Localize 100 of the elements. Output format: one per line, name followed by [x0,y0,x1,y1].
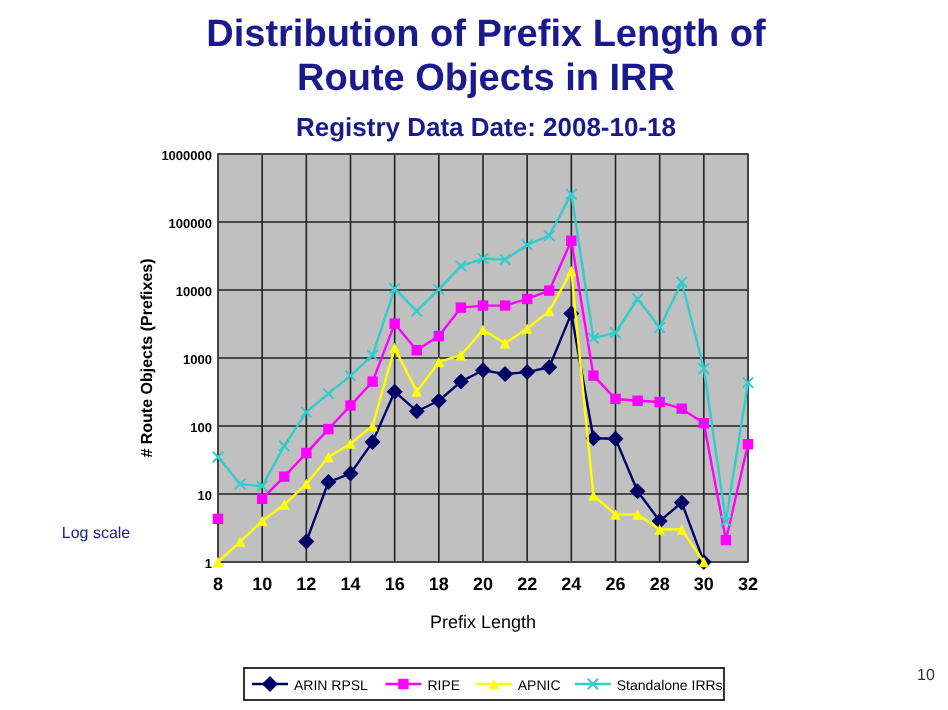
x-tick-label: 16 [384,574,405,594]
point [389,342,400,354]
point [521,323,533,334]
point [610,393,621,405]
point [455,349,467,361]
point [255,480,269,493]
point [477,300,489,311]
x-tick-label: 24 [561,574,582,594]
point [455,302,467,313]
point [408,403,425,420]
point [541,359,558,376]
point [278,439,291,453]
point [607,430,624,447]
point [588,490,599,501]
point [433,356,445,368]
point [323,451,334,463]
point [320,474,337,491]
point [475,362,491,379]
x-tick-label: 28 [649,574,670,594]
point [654,396,665,408]
point [433,330,445,342]
x-tick-label: 8 [212,574,224,594]
x-tick-label: 14 [340,574,361,594]
x-tick-label: 10 [252,574,273,594]
point [212,556,224,568]
y-axis-title: # Route Objects (Prefixes) [138,257,156,458]
text: Log scale [61,524,132,542]
point [653,321,666,334]
point [452,373,469,390]
point [301,478,312,490]
point [654,524,665,535]
point [519,364,536,381]
point [610,509,621,520]
point [430,392,447,409]
point [300,405,313,419]
x-axis-title: Prefix Length [429,612,537,632]
point [279,499,290,510]
point [676,403,687,414]
point [566,235,577,246]
x-tick-label: 20 [472,574,494,594]
point [632,509,643,520]
point [741,376,755,389]
point [345,400,356,411]
point [520,238,534,252]
point [389,318,400,329]
point [742,439,754,450]
point [673,494,690,511]
point [544,285,555,296]
point [298,533,315,550]
point [477,324,489,335]
point [499,300,511,311]
x-tick-label: 12 [296,574,317,594]
point [566,265,577,277]
text: 10 [917,666,936,684]
point [587,331,600,345]
point [697,362,711,375]
point [631,292,644,306]
point [609,326,622,339]
point [411,345,422,356]
point [364,434,381,451]
point [342,465,359,482]
point [543,229,556,242]
point [720,534,732,546]
point [212,513,224,525]
point [344,369,357,382]
point [588,370,599,381]
point [256,493,268,504]
point [211,450,225,464]
point [454,259,468,273]
x-tick-label: 30 [693,574,714,594]
point [499,338,511,349]
chart-title: Distribution of Prefix Length of Route Objects in IRR [206,14,768,100]
point [676,524,687,535]
point [632,395,643,406]
x-tick-label: 18 [428,574,449,594]
point [411,386,422,397]
point [410,304,423,318]
point [476,252,490,265]
x-tick-label: 32 [737,574,759,594]
point [279,471,290,482]
point [651,513,668,530]
x-tick-label: 26 [605,574,626,594]
x-tick-label: 22 [517,574,538,594]
point [498,253,512,266]
point [367,376,378,387]
point [719,514,733,528]
chart-subtitle: Registry Data Date: 2008-10-18 [295,112,677,142]
point [497,366,514,383]
point [698,417,710,429]
point [544,305,555,317]
point [521,293,533,305]
point [345,438,356,449]
point [322,387,335,400]
point [301,447,312,459]
point [388,282,401,295]
point [432,283,446,296]
point [366,348,379,362]
point [233,477,247,491]
point [367,420,378,432]
point [323,423,334,435]
